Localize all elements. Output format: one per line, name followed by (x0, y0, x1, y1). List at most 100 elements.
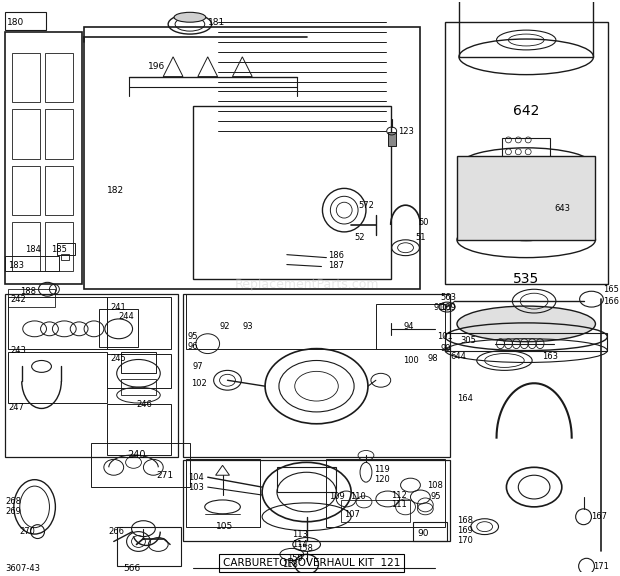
Bar (91, 442, 190, 487)
Bar (12, 222, 40, 271)
Text: 159: 159 (287, 554, 303, 563)
Text: 97: 97 (193, 362, 203, 371)
Text: 107: 107 (344, 510, 360, 520)
Text: 196: 196 (148, 62, 166, 71)
Text: 123: 123 (397, 127, 414, 135)
Text: 113: 113 (292, 530, 308, 539)
Bar (183, 460, 450, 541)
Text: 266: 266 (108, 527, 125, 536)
Bar (45, 53, 73, 103)
Bar (5, 256, 60, 271)
Bar (12, 53, 40, 103)
Bar (12, 109, 40, 159)
Bar (277, 467, 336, 492)
Bar (376, 304, 445, 348)
Text: 119: 119 (374, 465, 389, 474)
Text: 166: 166 (603, 297, 619, 306)
Text: 180: 180 (7, 18, 24, 26)
Bar (193, 107, 391, 279)
Text: 95: 95 (430, 492, 441, 502)
Bar (502, 138, 550, 185)
Text: 100: 100 (404, 356, 419, 365)
Bar (117, 526, 181, 566)
Text: 91: 91 (433, 302, 444, 312)
Bar (121, 351, 156, 373)
Text: 93: 93 (242, 323, 253, 331)
Text: 240: 240 (127, 450, 146, 460)
Text: 183: 183 (8, 261, 24, 270)
Text: 246: 246 (136, 400, 153, 410)
Text: 168: 168 (457, 516, 473, 525)
Bar (183, 294, 450, 457)
Text: 52: 52 (354, 233, 365, 242)
Text: 90: 90 (417, 529, 429, 538)
Text: 169: 169 (457, 526, 473, 535)
Bar (445, 22, 608, 285)
Text: 3607-43: 3607-43 (5, 564, 40, 573)
Bar (45, 109, 73, 159)
Text: 181: 181 (208, 18, 225, 26)
Text: 184: 184 (25, 245, 40, 254)
Text: 247: 247 (8, 403, 24, 412)
Text: 644: 644 (450, 352, 466, 361)
Text: 120: 120 (374, 475, 389, 484)
Ellipse shape (174, 12, 206, 22)
Text: 242: 242 (10, 295, 25, 304)
Text: 108: 108 (427, 480, 443, 490)
Bar (8, 351, 107, 403)
Text: 92: 92 (219, 323, 230, 331)
Text: CARBURETOR OVERHAUL KIT  121: CARBURETOR OVERHAUL KIT 121 (223, 558, 401, 569)
Text: 104: 104 (188, 473, 204, 482)
Text: 50: 50 (418, 218, 429, 226)
Bar (457, 156, 595, 240)
Text: 163: 163 (542, 352, 558, 361)
Bar (414, 522, 447, 541)
Text: 102: 102 (191, 379, 206, 388)
Bar (107, 354, 171, 388)
Text: 169: 169 (440, 302, 456, 312)
Text: 110: 110 (350, 492, 366, 502)
Bar (61, 253, 69, 260)
Text: 105: 105 (216, 522, 233, 531)
Text: 188: 188 (20, 287, 36, 295)
Text: 170: 170 (457, 536, 473, 545)
Bar (341, 500, 410, 522)
Bar (459, 0, 593, 57)
Text: 101: 101 (437, 332, 453, 341)
Text: 164: 164 (457, 393, 473, 403)
Text: 187: 187 (329, 261, 344, 270)
Text: 165: 165 (603, 285, 619, 294)
Bar (445, 333, 608, 351)
Bar (388, 132, 396, 146)
Bar (186, 460, 260, 526)
Text: 112: 112 (391, 491, 407, 499)
Text: 241: 241 (111, 302, 126, 312)
Text: 243: 243 (10, 346, 26, 355)
Bar (58, 242, 75, 255)
Bar (5, 12, 46, 30)
Text: 268: 268 (5, 498, 21, 506)
Bar (45, 222, 73, 271)
Text: 99: 99 (440, 344, 451, 353)
Text: 171: 171 (593, 562, 609, 571)
Bar (107, 404, 171, 456)
Text: ReplacementParts.com: ReplacementParts.com (234, 278, 379, 291)
Text: 271: 271 (156, 471, 174, 480)
Text: 118: 118 (282, 560, 298, 569)
Text: 111: 111 (391, 501, 407, 509)
Bar (5, 294, 178, 457)
Text: 572: 572 (358, 200, 374, 210)
Text: 185: 185 (51, 245, 68, 254)
Bar (12, 166, 40, 215)
Text: 270: 270 (20, 527, 36, 536)
Text: 114: 114 (292, 540, 308, 549)
Bar (8, 297, 107, 348)
Text: 95: 95 (188, 332, 198, 341)
Bar (5, 32, 82, 285)
Text: 51: 51 (415, 233, 426, 242)
Ellipse shape (457, 306, 595, 342)
Text: 563: 563 (440, 293, 456, 302)
Text: 535: 535 (513, 272, 539, 286)
Bar (186, 294, 450, 348)
Text: 98: 98 (427, 354, 438, 363)
